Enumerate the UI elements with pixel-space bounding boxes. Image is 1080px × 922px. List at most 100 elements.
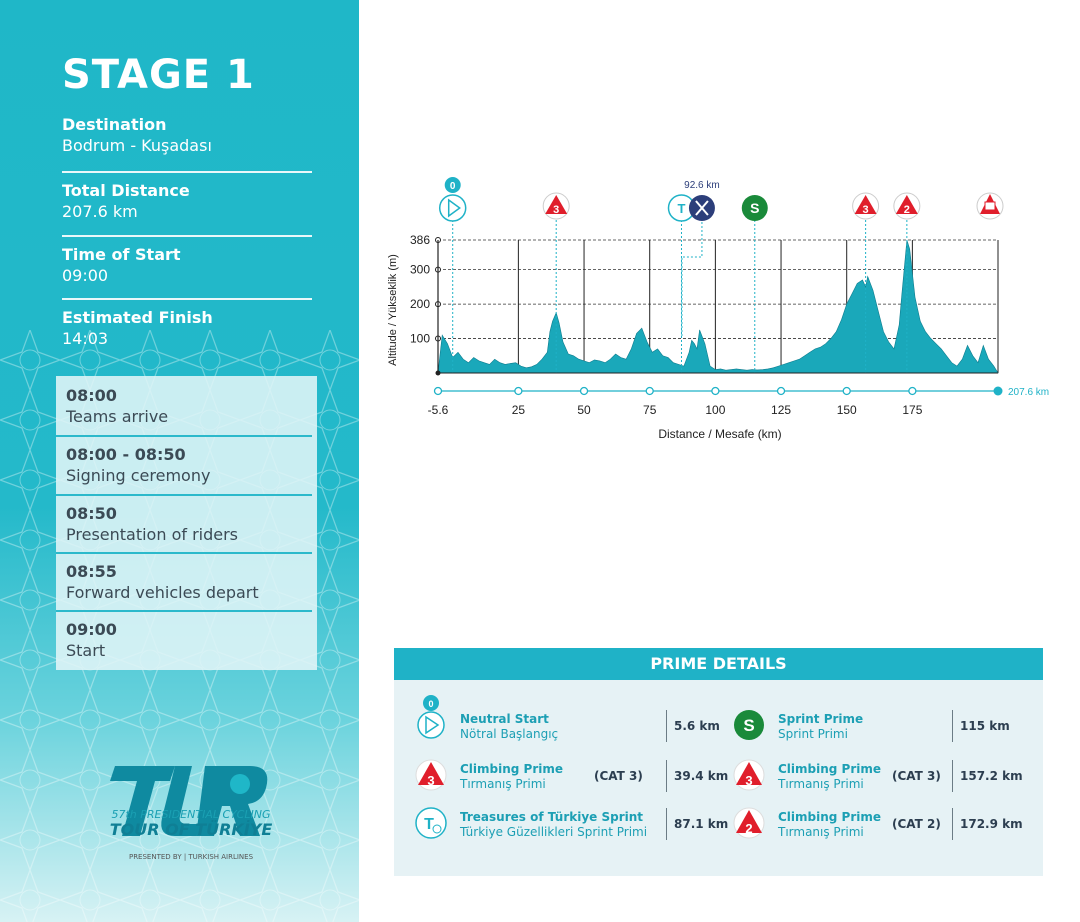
prime-name: Climbing Prime xyxy=(778,762,882,776)
schedule-time: 08:00 - 08:50 xyxy=(66,445,186,464)
checkered-flag-icon xyxy=(984,201,996,211)
neutral-start-icon xyxy=(438,194,467,222)
x-tick-label: 100 xyxy=(705,403,725,417)
climb-cat3-icon: 3 xyxy=(732,758,765,791)
x-tick-dot xyxy=(579,386,589,396)
sprint-glyph: S xyxy=(750,200,759,216)
x-end-dot xyxy=(993,386,1003,396)
y-tick-label: 386 xyxy=(410,233,430,247)
prime-distance: 157.2 km xyxy=(960,769,1023,783)
divider xyxy=(56,494,312,496)
distance-label: Total Distance xyxy=(62,181,190,200)
prime-distance: 172.9 km xyxy=(960,817,1023,831)
prime-category: (CAT 2) xyxy=(892,817,941,831)
svg-text:2: 2 xyxy=(745,821,752,836)
svg-text:0: 0 xyxy=(428,699,433,709)
mountain-icon xyxy=(854,195,877,214)
divider xyxy=(62,298,312,300)
neutral-start-icon: 0 xyxy=(414,694,446,739)
divider xyxy=(56,610,312,612)
prime-label: Climbing Prime Tırmanış Primi xyxy=(778,762,988,792)
prime-label: Climbing Prime Tırmanış Primi xyxy=(460,762,670,792)
divider xyxy=(952,760,953,792)
schedule-desc: Teams arrive xyxy=(66,407,169,426)
svg-text:T: T xyxy=(424,816,434,833)
x-axis-label: Distance / Mesafe (km) xyxy=(658,427,781,441)
tour-logo xyxy=(110,766,268,836)
schedule-desc: Forward vehicles depart xyxy=(66,583,259,602)
x-tick-label: 125 xyxy=(771,403,791,417)
distance-block: Total Distance 207.6 km xyxy=(62,181,312,223)
x-tick-label: 75 xyxy=(643,403,657,417)
prime-details-header: PRIME DETAILS xyxy=(394,648,1043,680)
mountain-icon xyxy=(545,195,568,214)
prime-distance: 115 km xyxy=(960,719,1010,733)
schedule-item: 08:55 Forward vehicles depart xyxy=(66,562,311,604)
sprint-icon xyxy=(741,195,768,221)
schedule-desc: Start xyxy=(66,641,106,660)
x-tick-dot xyxy=(842,386,851,396)
divider xyxy=(56,552,312,554)
prime-category: (CAT 3) xyxy=(594,769,643,783)
prime-name: Sprint Prime xyxy=(778,712,864,726)
schedule-time: 08:50 xyxy=(66,504,117,523)
svg-text:S: S xyxy=(743,716,754,735)
start-label: Time of Start xyxy=(62,245,181,264)
destination-value: Bodrum - Kuşadası xyxy=(62,136,212,155)
start-value: 09:00 xyxy=(62,266,109,285)
x-tick-label: 150 xyxy=(837,403,857,417)
schedule-item: 08:50 Presentation of riders xyxy=(66,504,311,546)
prime-label: Climbing Prime Tırmanış Primi xyxy=(778,810,988,840)
finish-value: 14:03 xyxy=(62,329,109,348)
x-tick-dot xyxy=(908,386,917,396)
sidebar: STAGE 1 Destination Bodrum - Kuşadası To… xyxy=(0,0,359,922)
prime-name: Neutral Start xyxy=(460,712,549,726)
prime-subname: Sprint Primi xyxy=(778,727,848,741)
x-tick-dot xyxy=(433,386,443,396)
climb-category-label: 3 xyxy=(863,204,869,216)
climb-category-label: 3 xyxy=(553,204,559,216)
divider xyxy=(666,808,667,840)
start-block: Time of Start 09:00 xyxy=(62,245,312,287)
divider xyxy=(62,171,312,173)
prime-subname: Nötral Başlangıç xyxy=(460,727,559,741)
destination-block: Destination Bodrum - Kuşadası xyxy=(62,115,312,157)
prime-name: Climbing Prime xyxy=(460,762,564,776)
schedule-time: 08:55 xyxy=(66,562,117,581)
stage-title: STAGE 1 xyxy=(62,52,255,98)
destination-label: Destination xyxy=(62,115,167,134)
divider xyxy=(952,710,953,742)
prime-name: Climbing Prime xyxy=(778,810,882,824)
play-icon xyxy=(447,198,461,218)
schedule-item: 09:00 Start xyxy=(66,620,311,662)
x-tick-dot xyxy=(514,386,523,396)
mountain-icon xyxy=(895,195,918,214)
distance-value: 207.6 km xyxy=(62,202,138,221)
prime-subname: Tırmanış Primi xyxy=(778,777,864,791)
svg-text:3: 3 xyxy=(745,773,752,788)
divider xyxy=(62,235,312,237)
logo-name: TOUR OF TÜRKİYE xyxy=(109,820,273,839)
prime-subname: Tırmanış Primi xyxy=(460,777,546,791)
prime-subname: Türkiye Güzellikleri Sprint Primi xyxy=(460,825,648,839)
km-zero-badge xyxy=(444,177,461,193)
feed-zone-label: 92.6 km xyxy=(684,180,720,191)
y-tick-label: 200 xyxy=(410,297,430,311)
logo-presented-by: PRESENTED BY | TURKISH AIRLINES xyxy=(128,853,254,861)
climb-cat3-icon: 3 xyxy=(414,758,447,791)
feed-zone-guide xyxy=(681,222,703,338)
prime-distance: 39.4 km xyxy=(674,769,729,783)
stage-profile-chart: 0 3 3 2 T 92.6 km S 386 300 200 100 -5.6 25 50 75 100 1… xyxy=(387,177,1049,441)
y-axis-label: Altitude / Yükseklik (m) xyxy=(387,254,399,366)
y-tick-label: 300 xyxy=(410,263,430,277)
svg-text:3: 3 xyxy=(427,773,434,788)
x-end-label: 207.6 km xyxy=(1008,387,1049,398)
profile-area-layer xyxy=(437,239,999,374)
finish-block: Estimated Finish 14:03 xyxy=(62,308,312,350)
prime-label: Neutral Start Nötral Başlangıç xyxy=(460,712,670,742)
prime-markers: 0 3 3 2 T 92.6 km S xyxy=(438,177,1004,373)
schedule-time: 08:00 xyxy=(66,386,117,405)
schedule-desc: Signing ceremony xyxy=(66,466,211,485)
prime-name: Treasures of Türkiye Sprint xyxy=(460,810,644,824)
climb-cat2-icon: 2 xyxy=(732,806,765,839)
